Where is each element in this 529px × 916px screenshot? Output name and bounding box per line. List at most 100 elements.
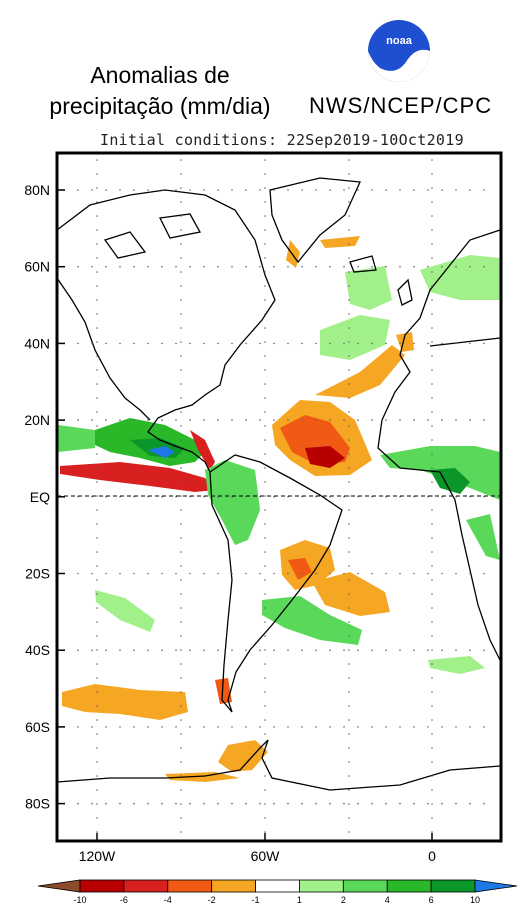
grid-dot — [431, 607, 433, 609]
latitude-axis: 80N 60N 40N 20N EQ 20S 40S 60S 80S — [24, 182, 65, 812]
grid-dot — [259, 419, 261, 421]
grid-dot — [96, 243, 98, 245]
grid-dot — [348, 775, 350, 777]
grid-dot — [180, 453, 182, 455]
grid-dot — [469, 265, 471, 268]
grid-dot — [96, 775, 98, 777]
grid-dot — [264, 229, 266, 231]
colorbar-arrow-right — [474, 879, 518, 893]
grid-dot — [264, 159, 266, 161]
grid-dot — [180, 257, 182, 259]
grid-dot — [96, 691, 98, 693]
grid-dot — [431, 397, 433, 399]
grid-dot — [180, 383, 182, 385]
grid-dot — [161, 265, 163, 268]
dry-patch-east-pacific — [60, 462, 215, 492]
grid-dot — [217, 726, 219, 728]
grid-dot — [264, 425, 266, 427]
grid-dot — [348, 481, 350, 483]
grid-dot — [259, 572, 261, 575]
grid-dot — [96, 523, 98, 525]
very-wet-central-america — [148, 446, 175, 458]
lat-label: 20N — [24, 412, 50, 428]
grid-dot — [96, 803, 98, 805]
grid-dot — [180, 663, 182, 665]
grid-dot — [180, 187, 182, 189]
grid-dot — [357, 419, 359, 421]
grid-dot — [77, 342, 79, 345]
grid-dot — [483, 419, 485, 421]
grid-dot — [413, 189, 415, 191]
grid-dot — [96, 551, 98, 553]
grid-dot — [245, 265, 247, 268]
grid-dot — [287, 802, 289, 805]
grid-dot — [264, 327, 266, 329]
grid-dot — [203, 419, 205, 421]
grid-dot — [264, 215, 266, 217]
grid-dot — [431, 579, 433, 581]
grid-dot — [180, 579, 182, 581]
grid-dot — [348, 383, 350, 385]
grid-dot — [441, 189, 443, 191]
grid-dot — [348, 271, 350, 273]
grid-dot — [343, 419, 345, 421]
colorbar-tick-label: -4 — [164, 895, 172, 905]
grid-dot — [96, 635, 98, 637]
grid-dot — [357, 649, 359, 651]
grid-dot — [348, 761, 350, 763]
grid-dot — [357, 189, 359, 191]
grid-dot — [469, 649, 471, 651]
colorbar-tick-label: 2 — [341, 895, 346, 905]
grid-dot — [348, 411, 350, 413]
grid-dot — [259, 649, 261, 651]
grid-dot — [96, 187, 98, 189]
grid-dot — [180, 509, 182, 511]
colorbar-bin — [430, 879, 476, 893]
dry-patch-antarctic-peninsula — [218, 740, 268, 772]
grid-dot — [385, 726, 387, 728]
grid-dot — [91, 189, 93, 191]
org-label: NWS/NCEP/CPC — [309, 93, 493, 118]
grid-dot — [431, 327, 433, 329]
grid-dot — [427, 649, 429, 651]
grid-dot — [264, 663, 266, 665]
grid-dot — [431, 411, 433, 413]
colorbar-bin — [79, 879, 125, 893]
grid-dot — [431, 537, 433, 539]
grid-dot — [180, 467, 182, 469]
grid-dot — [180, 691, 182, 693]
grid-dot — [343, 189, 345, 191]
grid-dot — [427, 419, 429, 421]
grid-dot — [180, 747, 182, 749]
grid-dot — [329, 649, 331, 651]
grid-dot — [96, 299, 98, 301]
grid-dot — [371, 572, 373, 575]
grid-dot — [431, 425, 433, 427]
grid-dot — [431, 621, 433, 623]
grid-dot — [431, 523, 433, 525]
grid-dot — [180, 817, 182, 819]
grid-dot — [348, 397, 350, 399]
grid-dot — [399, 802, 401, 805]
grid-dot — [180, 327, 182, 329]
grid-dot — [96, 271, 98, 273]
grid-dot — [371, 649, 373, 651]
wet-patch-central-africa — [466, 514, 500, 560]
grid-dot — [245, 802, 247, 805]
grid-dot — [413, 419, 415, 421]
grid-dot — [217, 265, 219, 268]
grid-dot — [133, 649, 135, 651]
colorbar-tick-label: -1 — [252, 895, 260, 905]
grid-dot — [77, 572, 79, 575]
grid-dot — [287, 572, 289, 575]
grid-dot — [385, 419, 387, 421]
longitude-axis: 120W 60W 0 — [79, 833, 436, 864]
grid-dot — [96, 383, 98, 385]
colorbar-bin — [123, 879, 169, 893]
grid-dot — [96, 327, 98, 329]
grid-dot — [348, 663, 350, 665]
grid-dot — [329, 189, 331, 191]
grid-dot — [431, 775, 433, 777]
colorbar-tick-label: -2 — [208, 895, 216, 905]
coast-south-america — [209, 454, 343, 713]
